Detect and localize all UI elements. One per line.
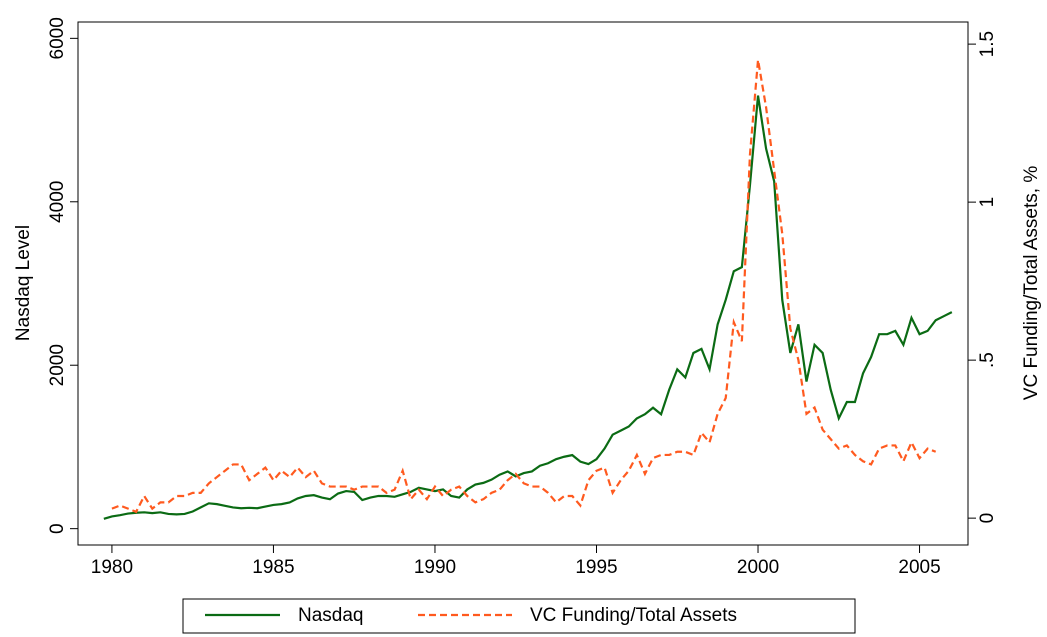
x-tick-label: 1980 — [91, 557, 133, 578]
y2-axis-label: VC Funding/Total Assets, % — [1021, 166, 1042, 401]
plot-frame — [77, 21, 969, 546]
legend-label: Nasdaq — [298, 605, 364, 626]
line — [103, 95, 953, 520]
y2-tick-label: 0 — [977, 513, 998, 524]
y-tick-label: 0 — [47, 523, 68, 534]
legend — [182, 598, 856, 634]
line — [111, 59, 937, 514]
x-tick-label: 2000 — [737, 557, 779, 578]
legend-label: VC Funding/Total Assets — [530, 605, 737, 626]
x-tick-label: 1990 — [414, 557, 456, 578]
x-tick-label: 2005 — [898, 557, 940, 578]
y2-tick-label: 1.5 — [977, 31, 998, 57]
y-tick-label: 2000 — [47, 344, 68, 386]
y2-tick-label: .5 — [977, 352, 998, 368]
y-tick-label: 4000 — [47, 181, 68, 223]
y2-tick-label: 1 — [977, 197, 998, 208]
x-tick-label: 1985 — [252, 557, 294, 578]
y-tick-label: 6000 — [47, 17, 68, 59]
y-axis-label: Nasdaq Level — [13, 225, 34, 341]
x-tick-label: 1995 — [575, 557, 617, 578]
